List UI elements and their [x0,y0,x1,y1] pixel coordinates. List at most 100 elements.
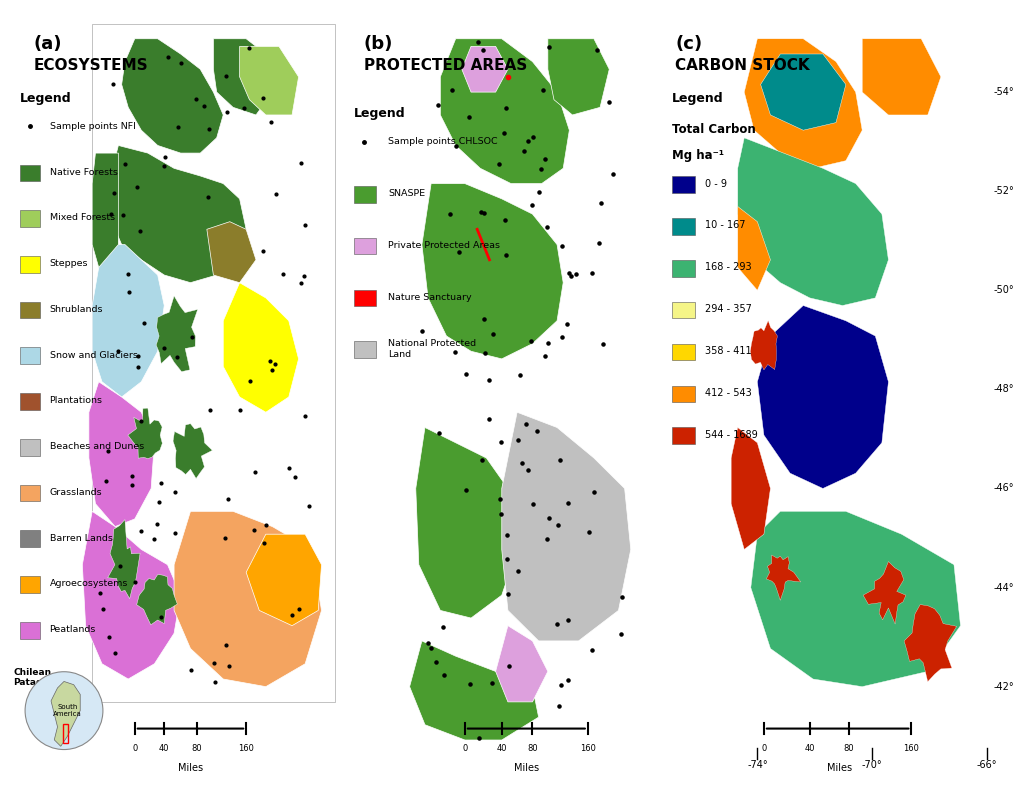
Text: Mixed Forests: Mixed Forests [49,214,115,222]
Text: 80: 80 [844,744,854,753]
Point [581,526,597,538]
Text: Miles: Miles [826,763,852,773]
Point [524,131,541,144]
Point [613,590,630,603]
Point [102,207,119,220]
Text: ECOSYSTEMS: ECOSYSTEMS [33,58,147,73]
Point [261,355,278,368]
Polygon shape [410,641,539,740]
Point [160,51,176,64]
Text: -42°: -42° [993,682,1014,692]
Text: Legend: Legend [672,92,724,105]
Point [458,484,474,497]
Text: -48°: -48° [993,384,1014,395]
Point [156,341,172,354]
Point [106,647,123,660]
Polygon shape [904,604,956,682]
Point [540,533,556,545]
Point [540,337,556,349]
Bar [672,176,695,193]
Point [268,187,285,200]
Point [423,642,439,654]
Point [218,106,234,118]
Point [559,318,575,330]
Text: 358 - 411: 358 - 411 [705,346,752,357]
Point [535,83,551,96]
Point [145,533,162,545]
Point [157,150,173,163]
Point [554,331,570,344]
Text: -44°: -44° [993,583,1014,592]
Text: Nature Sanctuary: Nature Sanctuary [388,293,472,302]
Text: Miles: Miles [178,763,203,773]
Point [560,614,577,626]
Text: 40: 40 [805,744,815,753]
Point [127,576,143,588]
Point [549,617,565,630]
Point [470,36,486,48]
Polygon shape [751,321,777,370]
Text: -50°: -50° [993,285,1014,295]
Text: 168 - 293: 168 - 293 [705,263,752,272]
Bar [20,393,40,410]
Polygon shape [731,427,770,549]
Text: Barren Lands: Barren Lands [49,534,113,542]
Point [473,453,489,466]
Point [218,639,234,652]
Text: 0: 0 [462,744,468,753]
Point [435,669,452,681]
Point [492,493,508,506]
Polygon shape [82,511,180,679]
Point [493,508,509,521]
Polygon shape [174,511,322,687]
Point [510,565,526,577]
Bar [672,344,695,360]
Point [462,678,478,691]
Bar [20,164,40,181]
Polygon shape [440,39,569,183]
Point [528,425,545,437]
Point [169,351,185,364]
Polygon shape [863,561,906,624]
Bar [672,427,695,445]
Point [293,276,309,289]
Polygon shape [758,306,889,488]
Point [297,410,313,422]
Point [552,454,568,467]
Point [501,659,517,672]
Point [92,587,109,599]
Point [498,249,514,261]
Polygon shape [862,39,941,115]
Text: 412 - 543: 412 - 543 [705,388,752,398]
Point [601,95,617,108]
Polygon shape [496,626,548,702]
Point [129,181,145,194]
Bar [92,24,335,702]
Point [428,656,444,669]
Point [537,349,553,362]
Point [282,461,298,474]
Point [301,499,317,512]
Text: CARBON STOCK: CARBON STOCK [676,58,810,73]
Text: (a): (a) [33,35,61,53]
Text: 160: 160 [239,744,254,753]
Point [471,732,487,745]
Bar [20,348,40,364]
Point [542,511,558,524]
Point [484,676,501,689]
Polygon shape [122,39,223,153]
Point [434,621,451,634]
Point [461,111,477,124]
Text: 80: 80 [191,744,203,753]
Point [133,414,150,427]
Point [184,331,201,344]
Point [246,523,262,536]
Point [153,611,169,623]
Text: Shrublands: Shrublands [49,305,103,314]
Point [220,492,237,505]
Text: Chilean
Patagonia: Chilean Patagonia [13,668,65,687]
Text: 0 - 9: 0 - 9 [705,179,727,188]
Point [285,609,301,622]
Point [568,268,585,280]
Bar [354,341,376,358]
